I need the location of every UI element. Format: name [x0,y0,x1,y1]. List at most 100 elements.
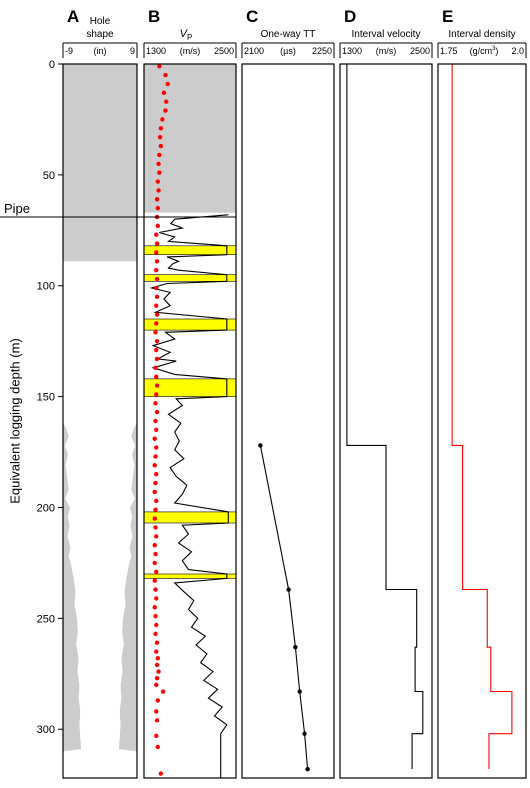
checkshot-point [152,463,157,468]
shaded-band [63,64,137,262]
checkshot-point [153,365,158,370]
checkshot-point [152,516,157,521]
checkshot-point [157,64,162,69]
checkshot-point [154,285,159,291]
data-point [293,644,298,650]
data-point [305,766,310,772]
panel-title: VP [180,28,193,42]
checkshot-point [154,276,160,282]
checkshot-point [154,662,160,668]
checkshot-point [158,143,164,149]
panel-title-line2: shape [86,29,114,40]
data-point [286,587,291,592]
checkshot-point [154,241,160,246]
checkshot-point [154,197,160,202]
log-line [259,445,309,770]
checkshot-point [154,321,159,326]
checkshot-point [158,126,164,131]
checkshot-point [154,445,159,450]
depth-tick-label: 150 [37,392,55,404]
checkshot-point [154,356,160,362]
x-tick-label-max: 2500 [410,46,430,56]
x-tick-label-max: 9 [130,46,135,56]
panel-title: One-way TT [261,29,316,40]
x-tick-label-min: -9 [65,46,73,56]
data-point [258,443,263,448]
checkshot-point [160,117,165,122]
x-tick-label-min: 1300 [342,46,362,56]
panel-title: Interval density [448,29,515,40]
highlight-band [143,573,237,579]
panel-letter: B [148,7,160,26]
checkshot-point [152,436,157,441]
log-line [149,214,229,778]
checkshot-point [153,525,158,530]
checkshot-point [154,676,160,681]
depth-axis-label: Equivalent logging depth (m) [7,338,22,504]
checkshot-point [153,454,158,459]
depth-tick-label: 250 [37,613,55,625]
checkshot-point [153,480,158,486]
checkshot-point [155,179,160,184]
checkshot-point [152,489,157,495]
panel-title-line1: Hole [90,16,111,27]
step-line [451,64,513,770]
checkshot-point [154,498,159,504]
checkshot-point [153,507,158,512]
checkshot-point [153,418,158,424]
checkshot-point [155,656,160,661]
panel-frame [339,63,433,779]
checkshot-point [156,669,161,674]
checkshot-point [154,427,159,433]
checkshot-point [154,347,159,353]
checkshot-point [163,72,168,78]
checkshot-point [157,152,162,158]
x-tick-label-min: 1.75 [440,46,458,56]
checkshot-point [153,587,158,592]
step-line [346,64,424,770]
checkshot-point [154,682,159,688]
panel-frame [241,63,335,779]
x-tick-label-max: 2500 [214,46,234,56]
checkshot-point [157,170,162,175]
checkshot-point [155,223,160,229]
checkshot-point [154,268,159,273]
checkshot-point [154,534,159,539]
hole-shape-core [63,261,137,778]
checkshot-point [154,718,160,723]
depth-tick-label: 50 [43,170,55,182]
checkshot-point [163,108,168,113]
checkshot-point [154,640,160,645]
checkshot-point [154,303,159,308]
x-tick-label-min: 2100 [244,46,264,56]
x-unit-sup: 3 [492,46,496,52]
checkshot-point [153,613,158,619]
checkshot-point [160,689,166,694]
checkshot-point [152,542,157,548]
checkshot-point [164,99,169,104]
checkshot-point [154,338,160,344]
checkshot-point [154,232,159,237]
checkshot-point [153,551,158,557]
checkshot-point [154,294,160,300]
depth-tick-label: 100 [37,281,55,293]
depth-tick-label: 200 [37,502,55,514]
pipe-label: Pipe [4,201,30,216]
checkshot-point [154,733,159,739]
panel-title: Interval velocity [352,29,421,40]
checkshot-point [155,205,160,211]
checkshot-point [154,259,160,264]
panel-frame [437,63,527,779]
checkshot-point [154,472,159,477]
panel-frame [62,63,138,779]
panel-letter: D [344,7,356,26]
checkshot-point [154,250,159,255]
checkshot-point [152,578,157,583]
panel-letter: C [246,7,258,26]
x-unit: (m/s) [180,46,201,56]
checkshot-point [154,312,160,317]
checkshot-point [161,90,167,96]
checkshot-point [154,709,159,714]
highlight-band [143,511,237,524]
